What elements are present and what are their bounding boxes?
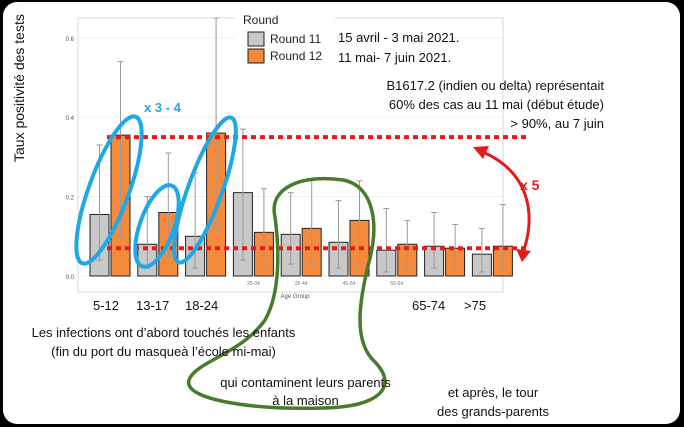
multiplier-delta: x 5 <box>520 177 540 193</box>
legend-label-round11: Round 11 <box>270 32 322 46</box>
y-axis: 0.0 0.2 0.4 0.6 <box>66 37 75 281</box>
x-tick-18-24: 18-24 <box>185 298 219 313</box>
x-tick-75plus: >75 <box>464 298 487 313</box>
x-tick-small: 55-64 <box>390 281 403 287</box>
grandparents-note-line1: et après, le tour <box>447 385 539 400</box>
variant-note-line1: B1617.2 (indien ou delta) représentait <box>386 78 604 93</box>
red-arrow <box>482 150 531 253</box>
variant-note-line3: > 90%, au 7 juin <box>510 116 604 131</box>
x-axis-title: Age Group <box>280 294 310 300</box>
highlight-oval-5-12 <box>74 114 144 266</box>
parents-note-line2: à la maison <box>272 393 339 408</box>
x-tick-small: 35-44 <box>295 281 308 287</box>
multiplier-children: x 3 - 4 <box>144 100 181 115</box>
legend-swatch-round11 <box>247 31 265 47</box>
highlight-oval-13-17 <box>133 183 181 269</box>
y-axis-title: Taux positivité des tests <box>11 14 27 162</box>
legend-swatch-round12 <box>247 48 265 64</box>
children-note-line1: Les infections ont d’abord touchés les e… <box>31 325 296 340</box>
y-tick-label: 0.2 <box>66 196 75 202</box>
grandparents-note-line2: des grands-parents <box>436 404 549 419</box>
slide: 0.0 0.2 0.4 0.6 25-34 35-44 45-54 55-64 Age Gro… <box>3 2 680 424</box>
reference-lines <box>107 135 530 251</box>
x-tick-5-12: 5-12 <box>93 298 120 313</box>
highlight-lasso-parents <box>187 176 387 410</box>
x-axis-small: 25-34 35-44 45-54 55-64 Age Group <box>247 281 403 300</box>
y-tick-label: 0.6 <box>66 37 75 43</box>
highlight-oval-18-24 <box>172 115 238 265</box>
round12-dates: 11 mai- 7 juin 2021. <box>338 50 452 65</box>
round11-dates: 15 avril - 3 mai 2021. <box>338 30 460 45</box>
parents-note-line1: qui contaminent leurs parents <box>220 375 391 390</box>
legend-title: Round <box>243 13 279 27</box>
variant-note-line2: 60% des cas au 11 mai (début étude) <box>388 97 604 112</box>
red-arrowhead-top <box>473 146 489 159</box>
children-note-line2: (fin du port du masqueà l’école mi-mai) <box>51 344 276 359</box>
red-arrowhead-bottom <box>516 249 531 262</box>
y-tick-label: 0.0 <box>66 275 75 281</box>
y-tick-label: 0.4 <box>66 116 75 122</box>
legend-label-round12: Round 12 <box>270 49 323 63</box>
x-tick-13-17: 13-17 <box>136 298 170 313</box>
bar-chart: 0.0 0.2 0.4 0.6 25-34 35-44 45-54 55-64 Age Gro… <box>66 10 531 410</box>
x-tick-65-74: 65-74 <box>412 298 446 313</box>
x-tick-small: 25-34 <box>247 281 260 287</box>
x-tick-small: 45-54 <box>343 281 356 287</box>
